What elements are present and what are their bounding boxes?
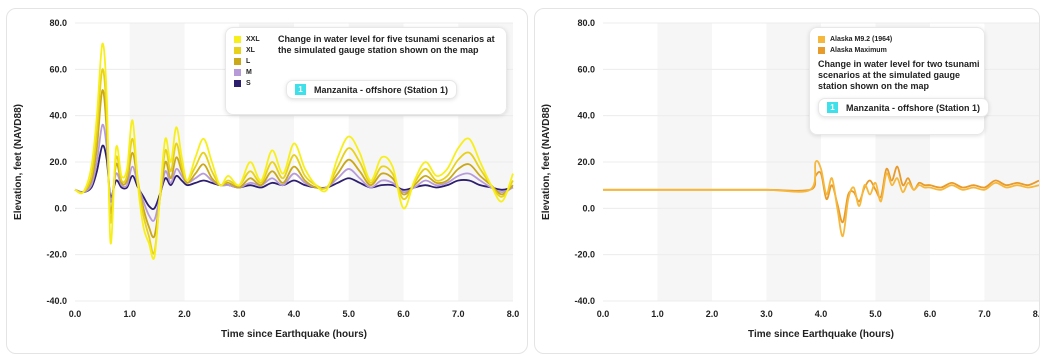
y-tick-label: -20.0: [46, 250, 67, 260]
legend-swatch: [818, 36, 825, 43]
x-tick-label: 7.0: [452, 309, 465, 319]
y-tick-label: 40.0: [49, 111, 67, 121]
legend-swatch: [234, 36, 241, 43]
y-tick-label: 20.0: [49, 157, 67, 167]
y-tick-label: 40.0: [577, 111, 595, 121]
x-tick-label: 0.0: [69, 309, 82, 319]
y-axis-title: Elevation, feet (NAVD88): [541, 104, 552, 220]
legend-label: S: [246, 80, 251, 87]
x-tick-label: 3.0: [233, 309, 246, 319]
x-tick-label: 6.0: [924, 309, 937, 319]
x-tick-label: 4.0: [288, 309, 301, 319]
y-tick-label: 0.0: [54, 203, 67, 213]
station-marker-icon: 1: [295, 84, 306, 95]
legend-item: M: [234, 67, 260, 78]
series-line-alaska-maximum: [603, 165, 1039, 224]
x-tick-label: 5.0: [869, 309, 882, 319]
x-tick-label: 0.0: [597, 309, 610, 319]
legend-label: XL: [246, 47, 255, 54]
legend-swatch: [234, 58, 241, 65]
legend-swatch: [234, 69, 241, 76]
station-badge-right: 1 Manzanita - offshore (Station 1): [818, 98, 990, 117]
y-tick-label: -40.0: [574, 296, 595, 306]
x-tick-label: 3.0: [760, 309, 773, 319]
x-tick-label: 2.0: [706, 309, 719, 319]
legend-label: Alaska Maximum: [830, 47, 887, 54]
legend-label: L: [246, 58, 251, 65]
y-tick-label: -20.0: [574, 250, 595, 260]
x-tick-label: 2.0: [178, 309, 191, 319]
legend-label: XXL: [246, 36, 260, 43]
legend-entries: XXL XL L M S: [234, 34, 260, 89]
series-line-xxl: [74, 42, 514, 260]
chart-caption-left: Change in water level for five tsunami s…: [278, 34, 495, 55]
y-tick-label: -40.0: [46, 296, 67, 306]
series-line-l: [74, 89, 514, 239]
line-chart-two-scenarios: 80.060.040.020.00.0-20.0-40.00.0 1.0 2.0 3.…: [541, 18, 1040, 340]
series-line-xl: [74, 68, 514, 255]
chart-caption-right: Change in water level for two tsunami sc…: [818, 59, 980, 91]
x-tick-label: 8.0: [507, 309, 520, 319]
legend-swatch: [818, 47, 825, 54]
legend-item: S: [234, 78, 260, 89]
station-badge-left: 1 Manzanita - offshore (Station 1): [286, 80, 458, 99]
x-tick-label: 5.0: [342, 309, 355, 319]
y-tick-label: 60.0: [577, 64, 595, 74]
x-axis-title: Time since Earthquake (hours): [748, 329, 894, 340]
legend-right: Alaska M9.2 (1964) Alaska Maximum Change …: [809, 27, 990, 135]
legend-item: Alaska Maximum: [818, 45, 976, 56]
chart-panel-left: 80.0 60.0 40.0 20.0 0.0 -20.0 -40.0 0.0 1.0 2.0 3.…: [6, 8, 528, 354]
x-tick-label: 4.0: [815, 309, 828, 319]
legend-swatch: [234, 80, 241, 87]
y-tick-label: 80.0: [577, 18, 595, 28]
legend-item: XL: [234, 45, 260, 56]
y-tick-label: 80.0: [49, 18, 67, 28]
series-line-alaska-m9-2-1964-: [603, 159, 1039, 238]
x-tick-label: 1.0: [651, 309, 664, 319]
x-tick-label: 1.0: [123, 309, 136, 319]
legend-label: M: [246, 69, 252, 76]
y-tick-label: 20.0: [577, 157, 595, 167]
y-tick-label: 60.0: [49, 64, 67, 74]
x-axis-title: Time since Earthquake (hours): [221, 329, 367, 340]
legend-item: XXL: [234, 34, 260, 45]
station-label: Manzanita - offshore (Station 1): [314, 84, 449, 95]
y-tick-label: 0.0: [582, 203, 595, 213]
legend-item: L: [234, 56, 260, 67]
legend-item: Alaska M9.2 (1964): [818, 34, 976, 45]
legend-left: XXL XL L M S Change in water level for five …: [225, 27, 507, 115]
chart-panel-right: 80.0 60.0 40.0 20.0 0.0 -20.0 -40.0 0.0 1.0 2.0 3.…: [534, 8, 1040, 354]
legend-swatch: [234, 47, 241, 54]
legend-label: Alaska M9.2 (1964): [830, 36, 893, 43]
x-tick-label: 6.0: [397, 309, 410, 319]
y-axis-title: Elevation, feet (NAVD88): [13, 104, 24, 220]
x-tick-label: 8.0: [1033, 309, 1040, 319]
legend-entries: Alaska M9.2 (1964) Alaska Maximum: [818, 34, 976, 56]
station-label: Manzanita - offshore (Station 1): [846, 102, 981, 113]
x-tick-label: 7.0: [978, 309, 991, 319]
station-marker-icon: 1: [827, 102, 838, 113]
